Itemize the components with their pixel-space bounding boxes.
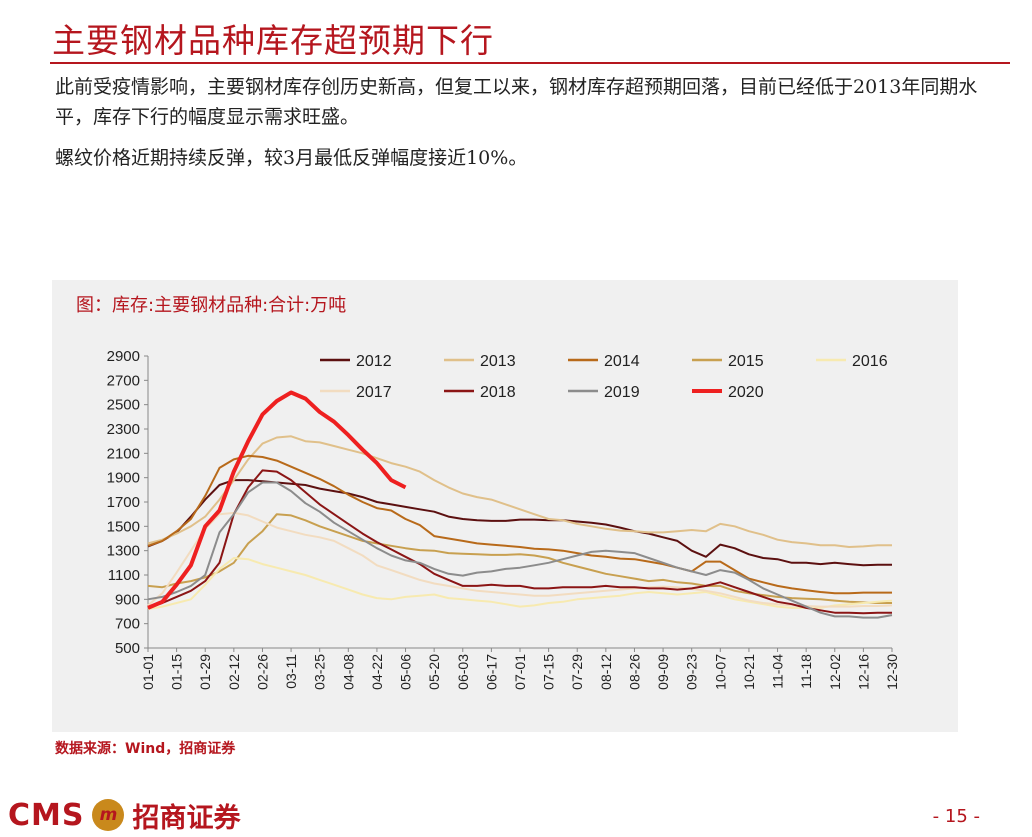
x-tick-label: 08-12: [598, 654, 614, 690]
y-tick-label: 2300: [107, 421, 140, 438]
x-tick-label: 04-08: [340, 654, 356, 690]
series-line-2012: [147, 479, 892, 567]
y-tick-label: 2500: [107, 397, 140, 414]
legend-label-2020: 2020: [728, 384, 764, 401]
y-tick-label: 2700: [107, 372, 140, 389]
legend-label-2018: 2018: [480, 384, 516, 401]
y-tick-label: 1300: [107, 543, 140, 560]
legend-label-2017: 2017: [356, 384, 392, 401]
series-line-2019: [147, 481, 893, 619]
x-tick-label: 01-15: [169, 654, 185, 690]
logo-text-cn: 招商证券: [132, 802, 241, 834]
x-tick-label: 09-09: [655, 654, 671, 690]
legend-label-2016: 2016: [852, 353, 888, 370]
y-tick-label: 700: [115, 616, 140, 633]
series-line-2015: [147, 513, 892, 604]
x-tick-label: 11-04: [770, 654, 786, 689]
x-tick-label: 10-21: [741, 654, 757, 690]
legend-label-2013: 2013: [480, 353, 516, 370]
logo-badge-icon: m: [92, 799, 125, 831]
y-tick-label: 500: [115, 640, 140, 657]
logo-text-en: CMS: [8, 797, 85, 833]
series-line-2013: [147, 435, 892, 548]
x-tick-label: 01-29: [197, 654, 213, 690]
page-title: 主要钢材品种库存超预期下行: [52, 21, 494, 60]
y-tick-label: 1500: [107, 518, 140, 535]
x-tick-label: 04-22: [369, 654, 385, 690]
legend-label-2014: 2014: [604, 353, 640, 370]
chart-title: 图：库存:主要钢材品种:合计:万吨: [76, 295, 347, 316]
x-tick-label: 07-29: [569, 654, 585, 690]
x-tick-label: 05-06: [398, 654, 414, 690]
steel-inventory-chart: 500 700 900 1100 1300 1500 1700 1900 2100 2300 250…: [107, 348, 900, 690]
x-tick-label: 09-23: [684, 654, 700, 690]
chart-panel: [52, 280, 958, 732]
y-tick-label: 2900: [107, 348, 140, 365]
y-tick-label: 2100: [107, 445, 140, 462]
legend-label-2019: 2019: [604, 384, 640, 401]
x-tick-label: 12-16: [855, 654, 871, 690]
x-tick-label: 11-18: [798, 654, 814, 689]
y-tick-label: 1900: [107, 470, 140, 487]
x-tick-label: 02-26: [254, 654, 270, 690]
y-tick-label: 1700: [107, 494, 140, 511]
title-divider: [50, 62, 1010, 64]
paragraph-rebar-price: 螺纹价格近期持续反弹，较3月最低反弹幅度接近10%。: [55, 147, 528, 169]
x-tick-label: 03-11: [283, 654, 299, 689]
data-source: 数据来源：Wind，招商证券: [55, 741, 236, 757]
page-number: - 15 -: [932, 806, 980, 827]
series-line-2016: [147, 557, 893, 611]
paragraph-inventory: 此前受疫情影响，主要钢材库存创历史新高，但复工以来，钢材库存超预期回落，目前已经…: [55, 76, 978, 128]
series-line-2018: [147, 469, 892, 615]
legend-label-2012: 2012: [356, 353, 392, 370]
company-logo: CMS m 招商证券: [8, 797, 241, 834]
series-line-2020: [147, 390, 407, 610]
series-line-2014: [147, 454, 892, 595]
y-tick-label: 900: [115, 591, 140, 608]
x-tick-label: 06-03: [455, 654, 471, 690]
legend-label-2015: 2015: [728, 353, 764, 370]
x-tick-label: 03-25: [312, 654, 328, 690]
x-tick-label: 12-02: [827, 654, 843, 690]
x-tick-label: 06-17: [483, 654, 499, 690]
x-tick-label: 07-01: [512, 654, 528, 690]
x-tick-label: 07-15: [541, 654, 557, 690]
x-tick-label: 01-01: [140, 654, 156, 690]
x-tick-label: 08-26: [626, 654, 642, 690]
series-line-2017: [147, 511, 893, 608]
x-tick-label: 12-30: [884, 654, 900, 690]
x-tick-label: 05-20: [426, 654, 442, 690]
x-tick-label: 02-12: [226, 654, 242, 690]
x-tick-label: 10-07: [712, 654, 728, 690]
y-tick-label: 1100: [108, 567, 140, 584]
